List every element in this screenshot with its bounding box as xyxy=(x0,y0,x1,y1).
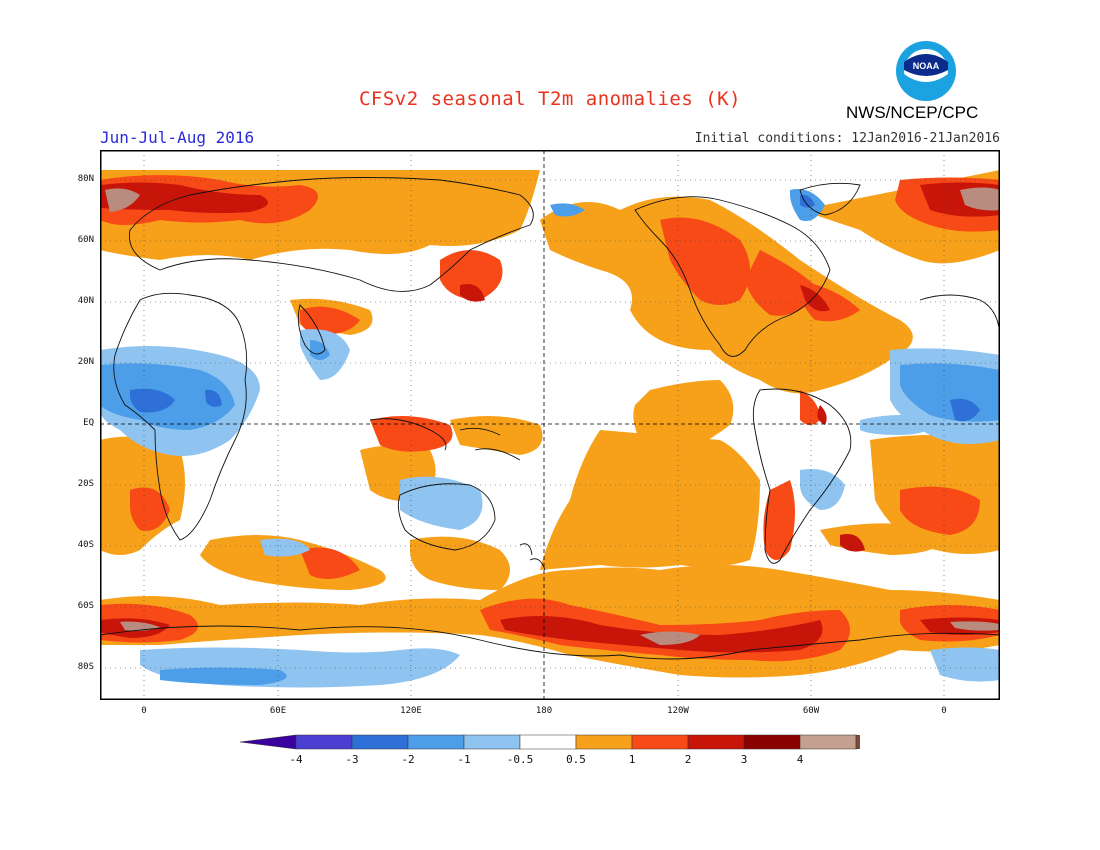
lon-label: 60E xyxy=(269,706,287,716)
lat-label: 80S xyxy=(77,662,94,672)
initial-conditions-label: Initial conditions: 12Jan2016-21Jan2016 xyxy=(694,131,1000,146)
colorbar-segment xyxy=(687,734,745,750)
colorbar-label: -0.5 xyxy=(506,753,534,766)
colorbar-label: 2 xyxy=(684,753,692,766)
anomaly-map xyxy=(100,150,1000,700)
lon-label: 60W xyxy=(802,706,820,716)
colorbar-segment xyxy=(351,734,409,750)
lat-label: 20S xyxy=(77,479,94,489)
lat-label: 80N xyxy=(77,174,94,184)
agency-label: NWS/NCEP/CPC xyxy=(846,103,979,122)
lon-label: 0 xyxy=(941,706,947,716)
colorbar-label: 1 xyxy=(628,753,636,766)
noaa-logo-icon: NOAA xyxy=(896,41,956,101)
logo-text: NOAA xyxy=(913,61,940,71)
lon-label: 0 xyxy=(141,706,147,716)
colorbar-segment xyxy=(240,734,297,750)
lat-label: 60N xyxy=(77,235,94,245)
lat-label: 40N xyxy=(77,296,94,306)
colorbar-segment xyxy=(855,734,860,750)
colorbar-segment xyxy=(463,734,521,750)
lat-label: 40S xyxy=(77,540,94,550)
lat-label: 20N xyxy=(77,357,94,367)
map-title: CFSv2 seasonal T2m anomalies (K) xyxy=(358,88,742,110)
very-cold-regions xyxy=(130,194,980,422)
graticule xyxy=(100,150,1000,700)
colorbar-segment xyxy=(407,734,465,750)
colorbar-segment xyxy=(631,734,689,750)
coastlines xyxy=(100,177,1000,660)
lon-label: 120W xyxy=(667,706,689,716)
lat-label: 60S xyxy=(77,601,94,611)
colorbar-segment xyxy=(519,734,577,750)
colorbar-label: 0.5 xyxy=(566,753,586,766)
colorbar-label: -4 xyxy=(289,753,303,766)
colorbar-label: -3 xyxy=(345,753,359,766)
colorbar-segment xyxy=(295,734,353,750)
colorbar-label: -2 xyxy=(401,753,415,766)
colorbar xyxy=(240,734,860,750)
lon-label: 180 xyxy=(535,706,553,716)
colorbar-label: 3 xyxy=(740,753,748,766)
lon-label: 120E xyxy=(400,706,422,716)
colorbar-label: -1 xyxy=(457,753,471,766)
map-frame xyxy=(100,150,1000,700)
colorbar-segment xyxy=(743,734,801,750)
season-label: Jun-Jul-Aug 2016 xyxy=(100,128,255,147)
lat-label: EQ xyxy=(83,418,94,428)
colorbar-segment xyxy=(799,734,857,750)
colorbar-label: 4 xyxy=(796,753,804,766)
colorbar-segment xyxy=(575,734,633,750)
